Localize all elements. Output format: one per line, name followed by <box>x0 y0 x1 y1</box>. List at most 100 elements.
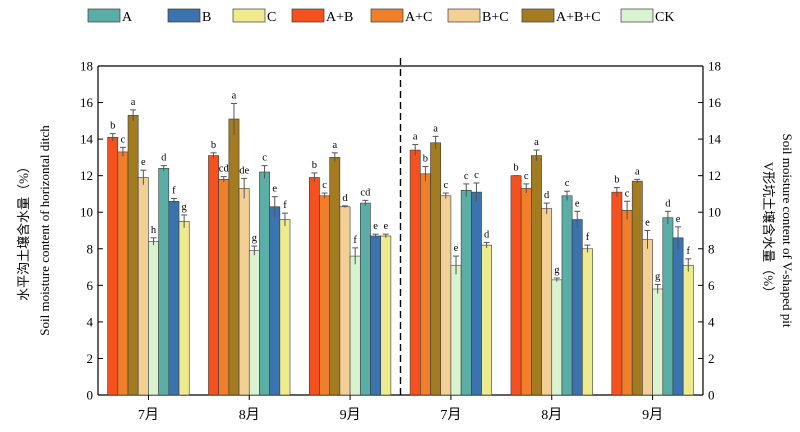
bar <box>510 175 522 396</box>
bar <box>682 264 694 396</box>
significance-letter: f <box>586 232 590 243</box>
significance-letter: c <box>322 180 327 191</box>
legend-swatch <box>620 8 654 23</box>
significance-letter: d <box>544 190 550 201</box>
legend-swatch <box>447 8 481 23</box>
left-y-tick-label: 14 <box>80 132 94 147</box>
bar <box>611 191 623 396</box>
significance-letter: f <box>172 186 176 197</box>
bar <box>238 188 250 396</box>
significance-letter: f <box>283 200 287 211</box>
significance-letter: a <box>332 140 337 151</box>
significance-letter: de <box>239 165 249 176</box>
legend-item-label: B <box>202 10 211 25</box>
significance-letter: cd <box>219 164 230 175</box>
significance-letter: b <box>423 154 428 165</box>
legend-swatch <box>232 8 266 23</box>
bar <box>520 188 532 396</box>
bar <box>440 195 452 396</box>
legend-item-label: A+B+C <box>556 10 601 25</box>
left-y-tick-label: 10 <box>80 205 93 220</box>
left-y-tick-label: 2 <box>87 351 94 366</box>
bars <box>107 102 694 396</box>
right-y-tick-label: 10 <box>708 205 721 220</box>
significance-letter: e <box>383 221 388 232</box>
axes: 0 0 2 2 4 4 6 6 8 8 10 10 12 12 14 14 16 16 18 18 7月 8月 9月 7月 8月… <box>16 58 795 423</box>
significance-letter: b <box>614 175 619 186</box>
left-y-tick-label: 6 <box>87 278 94 293</box>
significance-letter: cd <box>360 187 371 198</box>
bar <box>117 151 129 396</box>
significance-letter: c <box>464 171 469 182</box>
bar <box>349 255 361 396</box>
bar <box>551 279 563 396</box>
right-y-tick-label: 12 <box>708 168 721 183</box>
x-tick-label: 9月 <box>642 407 663 423</box>
left-y-tick-label: 0 <box>87 388 94 403</box>
bar <box>582 248 593 396</box>
significance-letter: c <box>565 178 570 189</box>
right-y-tick-label: 16 <box>708 95 722 110</box>
legend-item-label: A+C <box>405 10 432 25</box>
significance-letter: f <box>687 246 691 257</box>
significance-letter: e <box>141 157 146 168</box>
left-axis-title-en: Soil moisture content of horizontal ditc… <box>37 125 52 336</box>
significance-letter: a <box>635 166 640 177</box>
bar <box>662 217 674 396</box>
legend: A B C A+B A+C B+C A+B+C CK <box>87 8 674 25</box>
significance-letter: f <box>353 235 357 246</box>
significance-letter: a <box>131 97 136 108</box>
bar <box>259 171 270 396</box>
right-y-tick-label: 2 <box>708 351 715 366</box>
legend-item-label: B+C <box>482 10 509 25</box>
bar <box>158 168 170 396</box>
significance-letter: a <box>232 90 237 101</box>
bar <box>652 288 664 396</box>
right-y-tick-label: 6 <box>708 278 715 293</box>
x-tick-label: 7月 <box>138 407 159 423</box>
bar <box>168 200 180 396</box>
bar <box>460 189 472 396</box>
significance-letter: c <box>443 180 448 191</box>
significance-letter: h <box>151 225 157 236</box>
bar <box>279 219 291 396</box>
significance-letter: c <box>625 188 630 199</box>
legend-item-label: A+B <box>326 10 353 25</box>
significance-letter: e <box>272 184 277 195</box>
bar <box>308 177 320 396</box>
bar <box>450 264 462 396</box>
legend-swatch <box>87 8 121 23</box>
significance-letter: e <box>454 243 459 254</box>
significance-letter: c <box>121 134 126 145</box>
left-y-tick-label: 18 <box>80 59 93 74</box>
left-y-tick-label: 16 <box>80 95 94 110</box>
bar <box>561 195 573 396</box>
bar <box>319 195 330 396</box>
bar <box>481 244 493 396</box>
left-y-tick-label: 12 <box>80 168 93 183</box>
significance-letter: c <box>524 171 529 182</box>
significance-letter: b <box>110 121 115 132</box>
bar <box>228 118 240 396</box>
significance-letter: c <box>474 170 479 181</box>
right-y-tick-label: 14 <box>708 132 722 147</box>
significance-letter: g <box>655 271 661 282</box>
bar <box>208 155 219 396</box>
significance-letter: a <box>433 123 438 134</box>
significance-letter: g <box>181 202 187 213</box>
x-tick-label: 8月 <box>541 407 562 423</box>
legend-swatch <box>167 8 201 23</box>
significance-letter: a <box>534 137 539 148</box>
bar <box>339 206 351 396</box>
bar <box>471 191 482 396</box>
bar <box>370 235 381 396</box>
right-axis-title-en: Soil moisture content of V-shaped pit <box>780 134 795 328</box>
left-y-tick-label: 4 <box>87 314 94 329</box>
right-y-tick-label: 8 <box>708 241 715 256</box>
bar <box>137 177 149 396</box>
legend-item-label: CK <box>655 10 674 25</box>
significance-letter: a <box>413 132 418 143</box>
significance-letter: d <box>161 153 167 164</box>
bar <box>269 206 281 396</box>
